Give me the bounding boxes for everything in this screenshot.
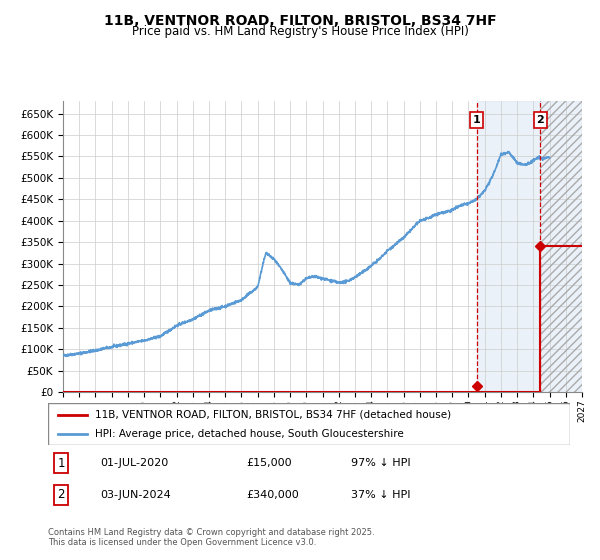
Text: 11B, VENTNOR ROAD, FILTON, BRISTOL, BS34 7HF: 11B, VENTNOR ROAD, FILTON, BRISTOL, BS34… bbox=[104, 14, 496, 28]
FancyBboxPatch shape bbox=[48, 403, 570, 445]
Text: 1: 1 bbox=[473, 115, 481, 125]
Text: 37% ↓ HPI: 37% ↓ HPI bbox=[351, 490, 410, 500]
Text: £340,000: £340,000 bbox=[247, 490, 299, 500]
Text: £15,000: £15,000 bbox=[247, 458, 292, 468]
Text: Contains HM Land Registry data © Crown copyright and database right 2025.
This d: Contains HM Land Registry data © Crown c… bbox=[48, 528, 374, 547]
Text: 2: 2 bbox=[536, 115, 544, 125]
Bar bbox=[540, 101, 582, 392]
Text: 2: 2 bbox=[58, 488, 65, 501]
Text: 1: 1 bbox=[58, 456, 65, 470]
Text: 01-JUL-2020: 01-JUL-2020 bbox=[100, 458, 169, 468]
Text: 97% ↓ HPI: 97% ↓ HPI bbox=[351, 458, 410, 468]
Text: HPI: Average price, detached house, South Gloucestershire: HPI: Average price, detached house, Sout… bbox=[95, 429, 404, 439]
Bar bbox=[476, 101, 582, 392]
Text: 03-JUN-2024: 03-JUN-2024 bbox=[100, 490, 171, 500]
Text: 11B, VENTNOR ROAD, FILTON, BRISTOL, BS34 7HF (detached house): 11B, VENTNOR ROAD, FILTON, BRISTOL, BS34… bbox=[95, 409, 451, 419]
Text: Price paid vs. HM Land Registry's House Price Index (HPI): Price paid vs. HM Land Registry's House … bbox=[131, 25, 469, 38]
